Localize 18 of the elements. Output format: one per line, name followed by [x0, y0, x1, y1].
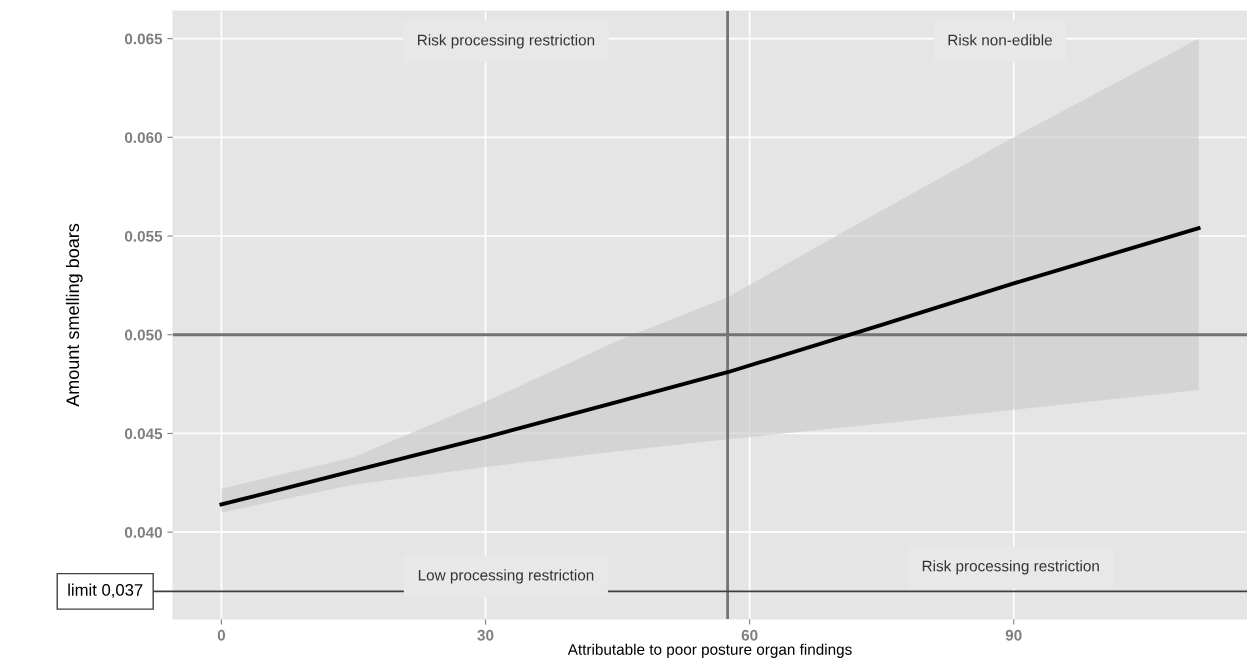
y-tick-label: 0.045 [124, 428, 163, 440]
annotation: Risk processing restriction [922, 560, 1099, 575]
x-axis-title: Attributable to poor posture organ findings [567, 643, 852, 658]
y-tick-label: 0.040 [124, 527, 162, 538]
annotation: Risk processing restriction [418, 34, 595, 49]
y-tick-label: 0.055 [124, 230, 163, 242]
x-tick-label: 30 [477, 629, 494, 641]
y-tick-label: 0.050 [124, 329, 162, 341]
ref-line-label: limit 0,037 [68, 583, 143, 598]
annotation: Low processing restriction [418, 569, 594, 584]
annotation: Risk non-edible [948, 34, 1052, 46]
x-tick-label: 0 [217, 629, 226, 641]
x-tick-label: 90 [1005, 629, 1022, 641]
line-series [219, 226, 1201, 507]
x-tick-label: 60 [741, 629, 758, 641]
y-axis-title: Amount smelling boars [65, 223, 83, 407]
y-tick-label: 0.060 [124, 132, 162, 144]
y-tick-label: 0.065 [124, 33, 163, 45]
